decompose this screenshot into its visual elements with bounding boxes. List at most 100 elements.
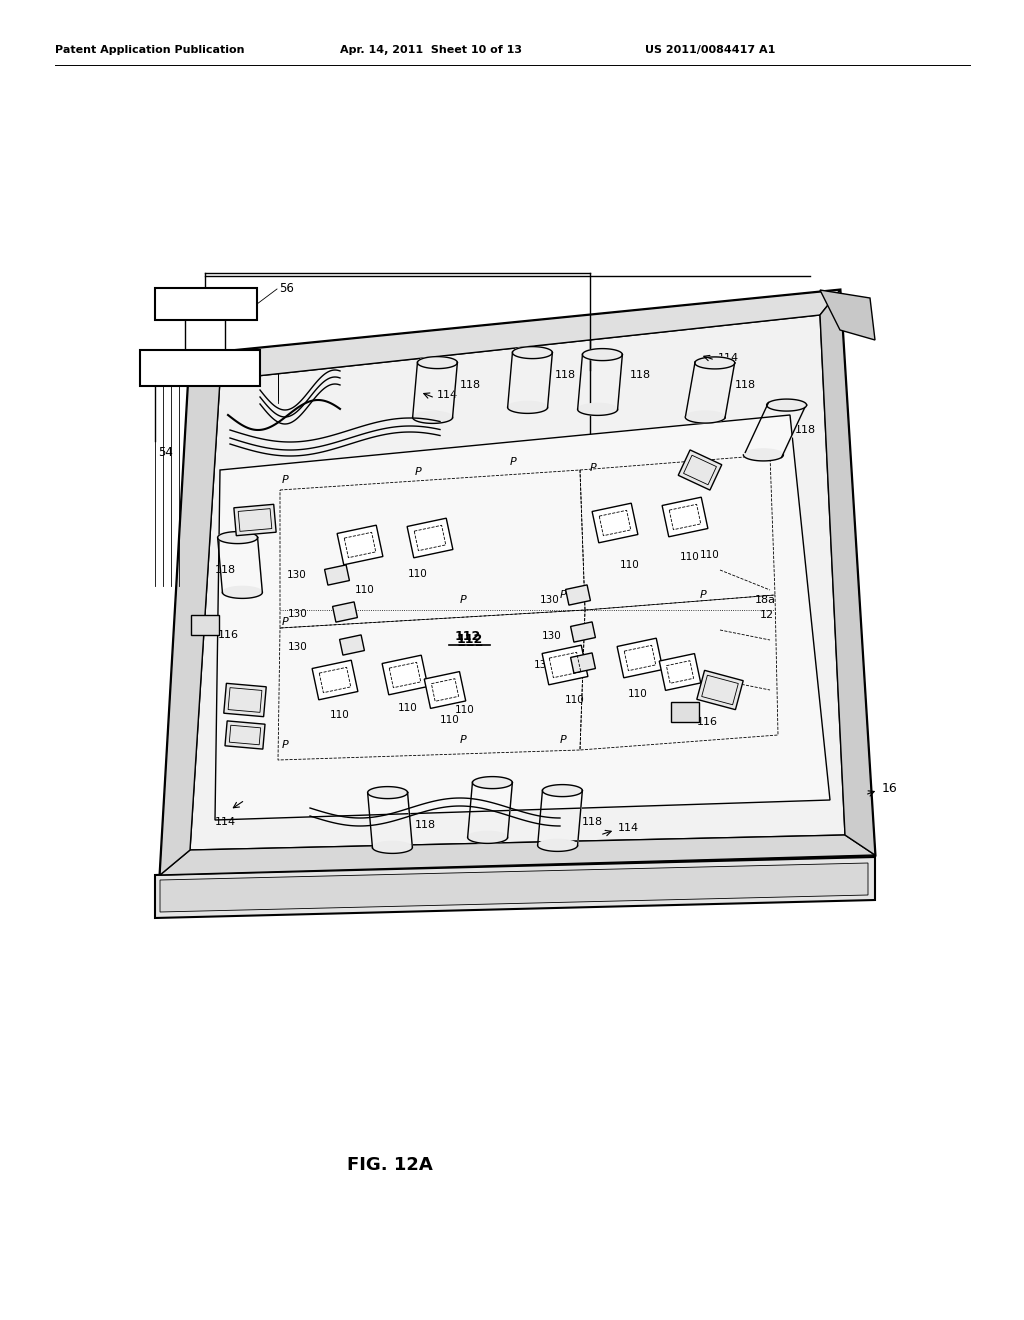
Polygon shape	[312, 660, 358, 700]
Text: 112: 112	[455, 631, 481, 644]
Polygon shape	[325, 565, 349, 585]
Polygon shape	[337, 525, 383, 565]
Polygon shape	[659, 653, 700, 690]
Polygon shape	[408, 519, 453, 558]
Text: 130: 130	[535, 660, 554, 671]
Text: 1̲1̲2̲: 1̲1̲2̲	[457, 634, 483, 647]
Text: P: P	[510, 457, 517, 467]
Polygon shape	[512, 347, 552, 359]
Polygon shape	[570, 653, 595, 673]
Polygon shape	[233, 504, 276, 536]
Polygon shape	[155, 857, 874, 917]
Text: P: P	[560, 590, 566, 601]
Polygon shape	[663, 498, 708, 537]
Polygon shape	[160, 290, 874, 875]
Polygon shape	[218, 532, 258, 544]
Polygon shape	[685, 356, 735, 424]
Text: 110: 110	[628, 689, 648, 700]
Text: 118: 118	[555, 370, 577, 380]
FancyBboxPatch shape	[140, 350, 260, 385]
Text: P: P	[700, 590, 707, 601]
Polygon shape	[225, 721, 265, 750]
Polygon shape	[542, 645, 588, 685]
Text: 118: 118	[415, 820, 436, 830]
Polygon shape	[472, 776, 512, 788]
Polygon shape	[424, 672, 466, 709]
Polygon shape	[160, 355, 220, 875]
Polygon shape	[508, 347, 552, 413]
Polygon shape	[617, 638, 663, 677]
Text: 110: 110	[330, 710, 350, 719]
Polygon shape	[578, 348, 623, 416]
Text: 110: 110	[700, 550, 720, 560]
Polygon shape	[543, 784, 583, 796]
Text: P: P	[590, 463, 597, 473]
Text: 118: 118	[215, 565, 237, 576]
Polygon shape	[160, 836, 874, 875]
Text: US 2011/0084417 A1: US 2011/0084417 A1	[645, 45, 775, 55]
Text: 118: 118	[735, 380, 756, 389]
Text: 12: 12	[760, 610, 774, 620]
Polygon shape	[368, 787, 413, 854]
Text: 130: 130	[543, 631, 562, 642]
Text: 114: 114	[215, 817, 237, 828]
Polygon shape	[191, 615, 219, 635]
Polygon shape	[368, 787, 408, 799]
Polygon shape	[570, 622, 595, 642]
Polygon shape	[382, 655, 428, 694]
Polygon shape	[218, 532, 262, 598]
Text: 130: 130	[288, 570, 307, 579]
Text: P: P	[460, 595, 467, 605]
Polygon shape	[820, 290, 874, 855]
Polygon shape	[696, 671, 743, 710]
Polygon shape	[820, 290, 874, 341]
Text: 56: 56	[279, 282, 294, 296]
Text: 116: 116	[484, 836, 505, 845]
Text: 118: 118	[630, 370, 651, 380]
Polygon shape	[215, 414, 830, 820]
FancyBboxPatch shape	[155, 288, 257, 319]
Text: P: P	[560, 735, 566, 744]
Text: 16: 16	[882, 781, 898, 795]
Polygon shape	[160, 863, 868, 912]
Text: P: P	[282, 475, 289, 484]
Text: P: P	[460, 735, 467, 744]
Text: 130: 130	[288, 609, 308, 619]
Text: 54: 54	[158, 446, 173, 459]
Polygon shape	[340, 635, 365, 655]
Polygon shape	[224, 684, 266, 717]
Text: Patent Application Publication: Patent Application Publication	[55, 45, 245, 55]
Polygon shape	[413, 356, 458, 424]
Polygon shape	[190, 315, 845, 850]
Polygon shape	[418, 356, 458, 368]
Text: 130: 130	[288, 642, 308, 652]
Text: 114: 114	[618, 822, 639, 833]
Text: 110: 110	[620, 560, 640, 570]
Polygon shape	[695, 356, 735, 368]
Text: PROCESSOR: PROCESSOR	[160, 362, 240, 375]
Text: Apr. 14, 2011  Sheet 10 of 13: Apr. 14, 2011 Sheet 10 of 13	[340, 45, 522, 55]
Text: 118: 118	[582, 817, 603, 828]
Text: 118: 118	[460, 380, 481, 389]
Text: 110: 110	[398, 704, 418, 713]
Text: 110: 110	[455, 705, 475, 715]
Polygon shape	[190, 290, 840, 380]
Polygon shape	[671, 702, 699, 722]
Text: 110: 110	[565, 696, 585, 705]
Text: 110: 110	[408, 569, 428, 579]
Text: 130: 130	[541, 595, 560, 605]
Text: 110: 110	[680, 552, 699, 562]
Text: 114: 114	[718, 352, 739, 363]
Polygon shape	[583, 348, 623, 360]
Text: 110: 110	[440, 715, 460, 725]
Text: 116: 116	[697, 717, 718, 727]
Text: 18a: 18a	[755, 595, 776, 605]
Text: 118: 118	[795, 425, 816, 436]
Polygon shape	[678, 450, 722, 490]
Polygon shape	[468, 776, 512, 843]
Text: 116: 116	[218, 630, 239, 640]
Polygon shape	[743, 399, 807, 461]
Polygon shape	[538, 784, 583, 851]
Polygon shape	[767, 399, 807, 411]
Text: P: P	[415, 467, 422, 477]
